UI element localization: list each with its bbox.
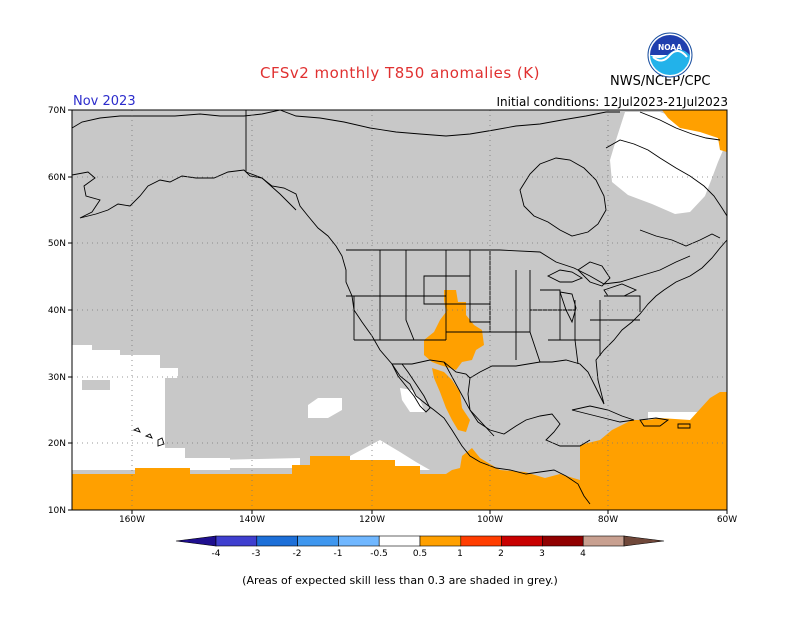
legend-color-box	[542, 535, 584, 547]
orange-regions	[72, 110, 727, 510]
skill-footnote: (Areas of expected skill less than 0.3 a…	[242, 574, 558, 587]
noaa-logo-text: NOAA	[658, 43, 682, 52]
legend-label: 2	[498, 549, 504, 559]
legend-label: 4	[580, 549, 586, 559]
lat-label: 50N	[48, 239, 66, 249]
agency-label: NWS/NCEP/CPC	[610, 74, 711, 89]
coastlines-and-borders	[72, 110, 727, 505]
legend-color-box	[419, 535, 462, 547]
legend-label: 1	[457, 549, 463, 559]
lat-label: 70N	[48, 106, 66, 116]
lon-label: 120W	[359, 515, 385, 525]
lon-label: 80W	[598, 515, 618, 525]
valid-month-label: Nov 2023	[73, 94, 136, 109]
lon-label: 140W	[239, 515, 265, 525]
lon-label: 100W	[477, 515, 503, 525]
lon-label: 60W	[717, 515, 737, 525]
legend-color-box	[460, 535, 502, 547]
legend-color-box	[501, 535, 543, 547]
legend-label: -4	[212, 549, 221, 559]
lat-label: 20N	[48, 439, 66, 449]
legend-color-box	[215, 535, 258, 547]
legend-color-box	[582, 535, 625, 547]
lat-label: 40N	[48, 306, 66, 316]
legend-arrow-right	[623, 535, 665, 547]
legend-arrow-left	[175, 535, 217, 547]
legend-label: 3	[539, 549, 545, 559]
legend-label: -2	[293, 549, 302, 559]
color-legend: -4 -3 -2 -1 -0.5 0.5 1 2 3 4	[175, 535, 665, 559]
legend-color-box	[297, 535, 339, 547]
legend-color-box	[256, 535, 298, 547]
graticule	[72, 110, 727, 510]
legend-label: 0.5	[413, 549, 427, 559]
chart-title: CFSv2 monthly T850 anomalies (K)	[260, 64, 540, 82]
lat-label: 10N	[48, 506, 66, 516]
legend-color-box	[338, 535, 380, 547]
axis-ticks	[68, 109, 728, 514]
legend-label: -0.5	[370, 549, 388, 559]
lat-label: 60N	[48, 173, 66, 183]
legend-label: -3	[252, 549, 261, 559]
lon-label: 160W	[119, 515, 145, 525]
legend-color-box	[378, 535, 421, 547]
initial-conditions-label: Initial conditions: 12Jul2023-21Jul2023	[496, 95, 728, 109]
noaa-logo: NOAA	[647, 32, 693, 78]
legend-label: -1	[334, 549, 343, 559]
anomaly-map: 160W 140W 120W 100W 80W 60W 70N 60N 50N …	[48, 106, 737, 525]
lat-label: 30N	[48, 373, 66, 383]
